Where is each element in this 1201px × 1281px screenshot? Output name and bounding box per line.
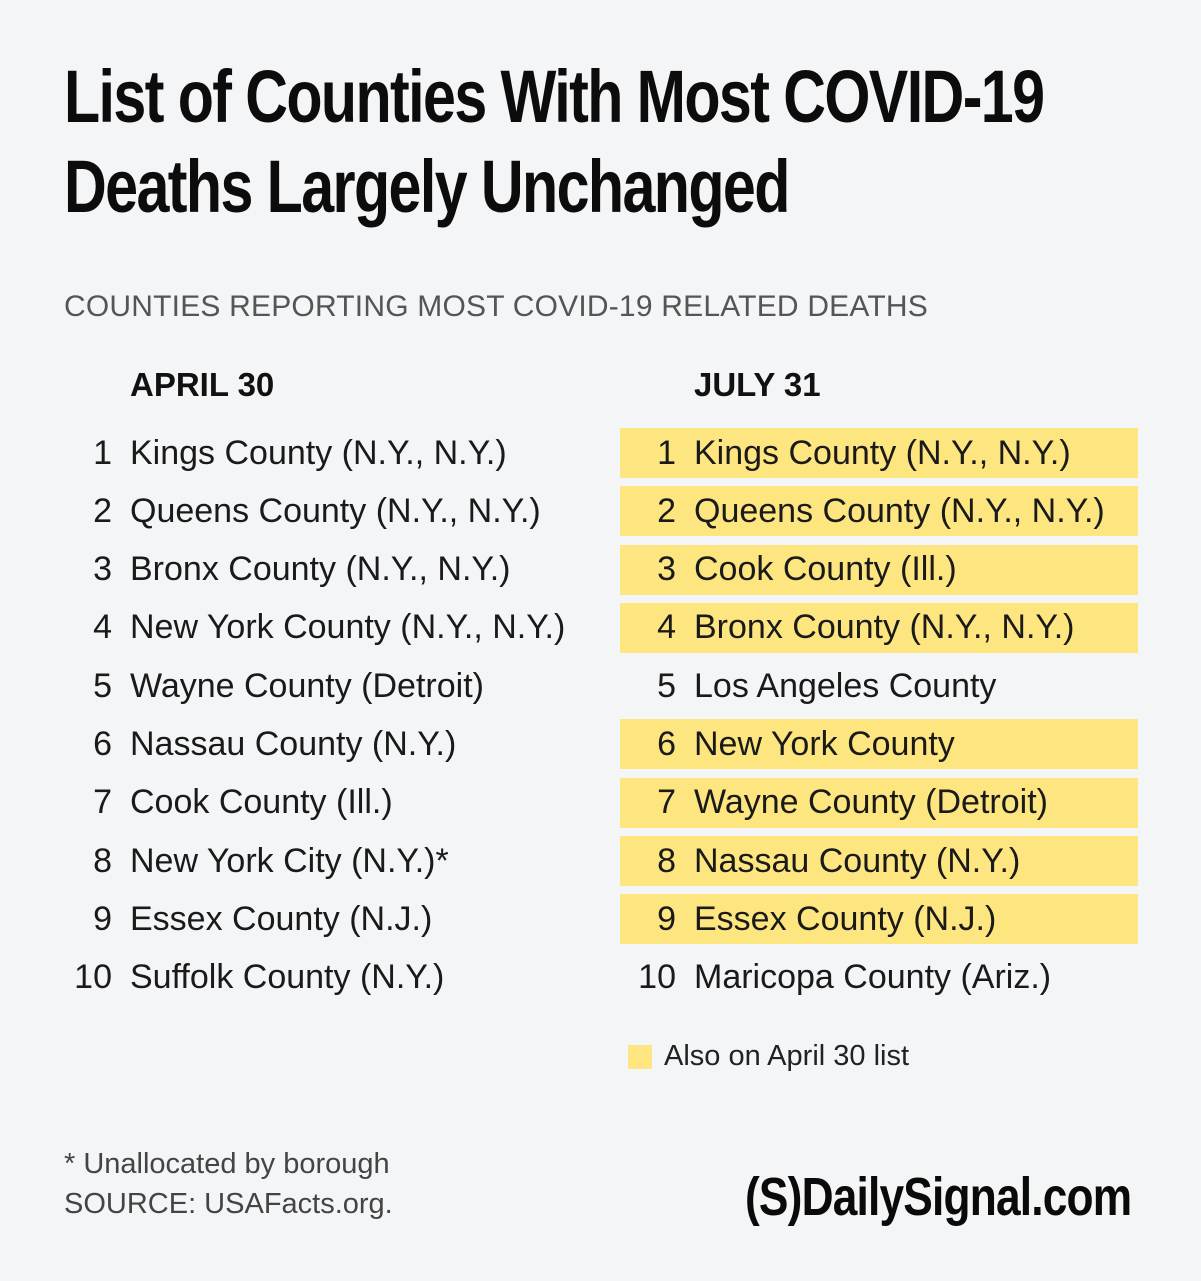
april-row: 10 Suffolk County (N.Y.) [60,953,600,1003]
rank-number: 10 [638,958,676,997]
april-row: 4 New York County (N.Y., N.Y.) [60,603,600,653]
county-name: Nassau County (N.Y.) [130,724,457,763]
rank-number: 4 [93,608,112,647]
april-list: 1 Kings County (N.Y., N.Y.) 2 Queens Count… [60,428,600,1011]
footnote-block: * Unallocated by borough SOURCE: USAFact… [64,1144,393,1224]
july-row: 9 Essex County (N.J.) [620,894,1138,945]
rank-number: 5 [657,666,676,705]
county-name: New York City (N.Y.)* [130,841,449,880]
county-name: Suffolk County (N.Y.) [130,958,445,997]
rank-number: 7 [657,783,676,822]
april-row: 7 Cook County (Ill.) [60,778,600,828]
rank-number: 3 [657,550,676,589]
rank-number: 10 [74,958,112,997]
rank-number: 1 [93,433,112,472]
county-name: Wayne County (Detroit) [694,783,1048,822]
county-name: New York County [694,724,955,763]
title-line-1: List of Counties With Most COVID-19 [64,55,1045,138]
july-row: 2 Queens County (N.Y., N.Y.) [620,486,1138,537]
april-row: 3 Bronx County (N.Y., N.Y.) [60,545,600,595]
april-row: 8 New York City (N.Y.)* [60,836,600,886]
legend-swatch [628,1044,652,1069]
rank-number: 6 [93,724,112,763]
footnote: * Unallocated by borough [64,1148,390,1180]
county-name: Kings County (N.Y., N.Y.) [694,433,1071,472]
april-row: 6 Nassau County (N.Y.) [60,719,600,769]
rank-number: 8 [93,841,112,880]
legend: Also on April 30 list [628,1040,909,1073]
page-title: List of Counties With Most COVID-19 Deat… [64,52,1045,232]
rank-number: 2 [657,491,676,530]
rank-number: 7 [93,783,112,822]
daily-signal-logo: (S)DailySignal.com [745,1167,1132,1227]
rank-number: 1 [657,433,676,472]
april-row: 2 Queens County (N.Y., N.Y.) [60,486,600,536]
source-note: SOURCE: USAFacts.org. [64,1188,393,1220]
april-row: 5 Wayne County (Detroit) [60,661,600,711]
rank-number: 9 [657,899,676,938]
july-row: 8 Nassau County (N.Y.) [620,836,1138,887]
county-name: Bronx County (N.Y., N.Y.) [694,608,1075,647]
july-row: 6 New York County [620,719,1138,770]
rank-number: 4 [657,608,676,647]
rank-number: 3 [93,550,112,589]
subtitle: COUNTIES REPORTING MOST COVID-19 RELATED… [64,290,928,323]
legend-label: Also on April 30 list [664,1040,910,1072]
rank-number: 8 [657,841,676,880]
county-name: Cook County (Ill.) [694,550,957,589]
county-name: Queens County (N.Y., N.Y.) [694,491,1105,530]
county-name: Queens County (N.Y., N.Y.) [130,491,541,530]
july-row: 5 Los Angeles County [620,661,1138,711]
county-name: Maricopa County (Ariz.) [694,958,1052,997]
title-line-2: Deaths Largely Unchanged [64,145,790,228]
county-name: Bronx County (N.Y., N.Y.) [130,550,511,589]
july-row: 3 Cook County (Ill.) [620,544,1138,595]
county-name: Cook County (Ill.) [130,783,393,822]
rank-number: 2 [93,491,112,530]
april-row: 9 Essex County (N.J.) [60,894,600,944]
july-list: 1 Kings County (N.Y., N.Y.) 2 Queens Count… [620,428,1138,1011]
county-name: Los Angeles County [694,666,997,705]
rank-number: 5 [93,666,112,705]
july-row: 7 Wayne County (Detroit) [620,777,1138,828]
county-name: Nassau County (N.Y.) [694,841,1021,880]
county-name: Wayne County (Detroit) [130,666,484,705]
july-row: 4 Bronx County (N.Y., N.Y.) [620,602,1138,653]
county-name: Essex County (N.J.) [130,899,433,938]
july-column-header: JULY 31 [694,366,821,403]
county-name: Kings County (N.Y., N.Y.) [130,433,507,472]
county-name: Essex County (N.J.) [694,899,997,938]
rank-number: 9 [93,899,112,938]
rank-number: 6 [657,724,676,763]
april-column-header: APRIL 30 [130,366,275,403]
july-row: 1 Kings County (N.Y., N.Y.) [620,428,1138,478]
april-row: 1 Kings County (N.Y., N.Y.) [60,428,600,478]
july-row: 10 Maricopa County (Ariz.) [620,953,1138,1003]
county-name: New York County (N.Y., N.Y.) [130,608,566,647]
